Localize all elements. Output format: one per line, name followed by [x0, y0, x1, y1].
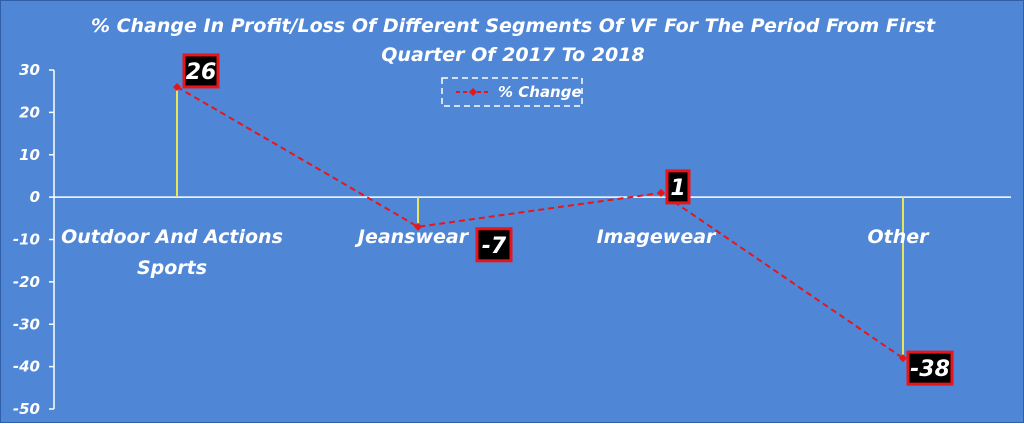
legend: % Change	[441, 77, 583, 107]
series-percent-change	[173, 82, 907, 363]
category-label: Jeanswear	[354, 226, 470, 248]
data-label: -38	[910, 357, 950, 382]
data-point	[173, 82, 181, 91]
category-labels: Outdoor And Actions Sports Jeanswear Imagew…	[61, 226, 930, 279]
data-label: 26	[186, 60, 217, 85]
data-label: -7	[482, 234, 507, 259]
y-tick-label: 20	[19, 103, 40, 121]
series-line	[176, 86, 904, 359]
y-tick-label: 10	[19, 146, 40, 164]
y-tick-label: -30	[13, 315, 40, 333]
y-tick-label: -40	[13, 358, 40, 376]
y-tick-label: -20	[13, 273, 40, 291]
category-label: Imagewear	[597, 226, 717, 248]
data-point	[657, 188, 665, 197]
data-point	[899, 354, 907, 363]
data-label-box	[665, 169, 691, 205]
drop-lines	[176, 86, 904, 359]
y-tick-label: -10	[13, 231, 40, 249]
data-label-box	[182, 53, 220, 89]
category-label: Sports	[137, 257, 207, 279]
chart-title-line-1: % Change In Profit/Loss Of Different Seg…	[91, 15, 936, 37]
data-label: 1	[670, 176, 685, 201]
y-tick-label: 0	[30, 188, 40, 206]
legend-label: % Change	[498, 83, 582, 101]
y-axis: 30 20 10 0 -10 -20 -30 -40 -50	[13, 61, 1011, 418]
legend-marker	[469, 88, 477, 96]
chart-title-line-2: Quarter Of 2017 To 2018	[381, 44, 644, 66]
category-label: Outdoor And Actions	[61, 226, 283, 248]
y-tick-label: -50	[13, 400, 40, 418]
data-label-box	[475, 227, 513, 263]
data-label-box	[906, 350, 954, 386]
data-point	[414, 222, 422, 231]
category-label: Other	[867, 226, 930, 248]
data-labels: 26 -7 1 -38	[182, 53, 954, 386]
y-tick-label: 30	[19, 61, 40, 79]
